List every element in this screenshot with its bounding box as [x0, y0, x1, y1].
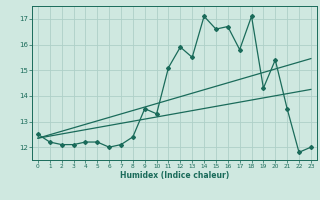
- X-axis label: Humidex (Indice chaleur): Humidex (Indice chaleur): [120, 171, 229, 180]
